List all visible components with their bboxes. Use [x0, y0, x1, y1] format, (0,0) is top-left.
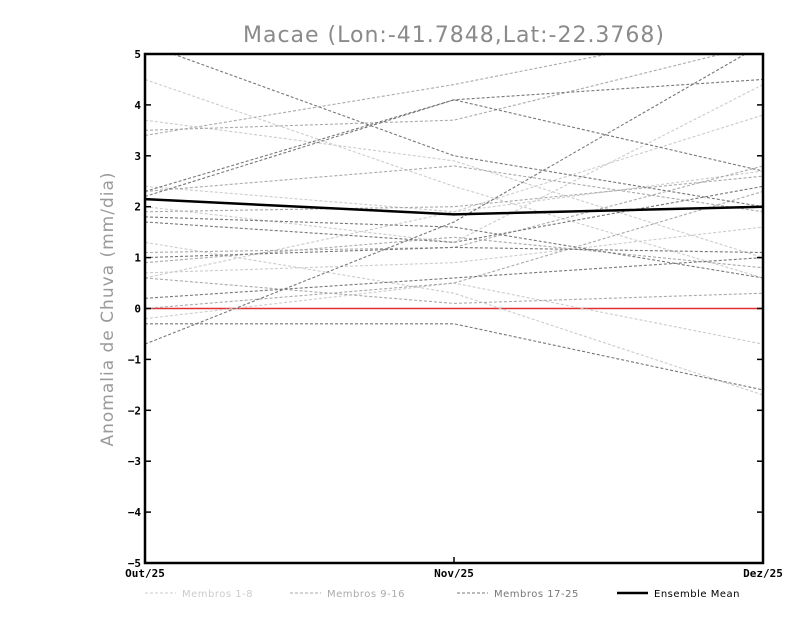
member-line-group3-3	[145, 99, 763, 198]
member-line-group2-7	[145, 277, 763, 304]
member-line-group3-8	[145, 323, 763, 391]
chart-title: Macae (Lon:-41.7848,Lat:-22.3768)	[243, 23, 665, 48]
y-tick-label: −4	[128, 506, 142, 519]
legend: Membros 1-8 Membros 9-16 Membros 17-25 Ense…	[145, 589, 740, 600]
y-tick-label: 3	[134, 150, 141, 163]
ensemble-mean-line	[145, 197, 763, 216]
legend-label: Membros 1-8	[182, 589, 253, 600]
y-tick-label: 4	[134, 99, 141, 112]
y-tick-label: −3	[128, 455, 141, 468]
member-line-group2-4	[145, 175, 763, 213]
y-tick-label: −2	[128, 404, 141, 417]
y-tick-label: 5	[134, 48, 141, 61]
member-line-group1-1	[145, 78, 763, 279]
y-tick-label: −1	[128, 353, 142, 366]
legend-label: Membros 17-25	[494, 589, 579, 600]
x-ticks: Out/25 Nov/25 Dez/25	[125, 557, 783, 580]
member-line-group2-3	[145, 165, 763, 213]
x-tick-label: Out/25	[125, 567, 165, 580]
member-line-group2-6	[145, 236, 763, 269]
member-line-group3-7	[145, 257, 763, 299]
member-line-group3-9	[145, 54, 747, 345]
y-tick-label: 1	[134, 252, 141, 265]
legend-label: Membros 9-16	[327, 589, 405, 600]
legend-label: Ensemble Mean	[654, 589, 740, 600]
member-line-group3-1	[171, 54, 763, 208]
member-line-group1-2	[145, 119, 763, 259]
ensemble-mean-layer	[145, 197, 763, 216]
x-tick-label: Dez/25	[743, 567, 783, 580]
member-line-group3-6	[145, 246, 763, 259]
member-lines	[145, 54, 763, 396]
member-line-group2-1	[145, 54, 725, 131]
member-line-group1-4	[145, 84, 763, 243]
member-line-group1-5	[145, 241, 763, 396]
y-tick-label: 2	[134, 201, 141, 214]
member-line-group2-8	[145, 190, 763, 310]
y-tick-label: −5	[128, 557, 141, 570]
member-line-group2-5	[145, 165, 763, 254]
member-line-group1-7	[145, 170, 763, 279]
x-tick-label: Nov/25	[434, 567, 474, 580]
member-line-group1-6	[145, 226, 763, 274]
y-tick-label: 0	[134, 303, 141, 316]
y-axis-label: Anomalia de Chuva (mm/dia)	[98, 171, 118, 446]
member-line-group3-2	[145, 78, 763, 192]
y-ticks: −5 −4 −3 −2 −1 0 1 2 3 4 5	[128, 48, 763, 570]
member-line-group3-4	[145, 216, 763, 279]
